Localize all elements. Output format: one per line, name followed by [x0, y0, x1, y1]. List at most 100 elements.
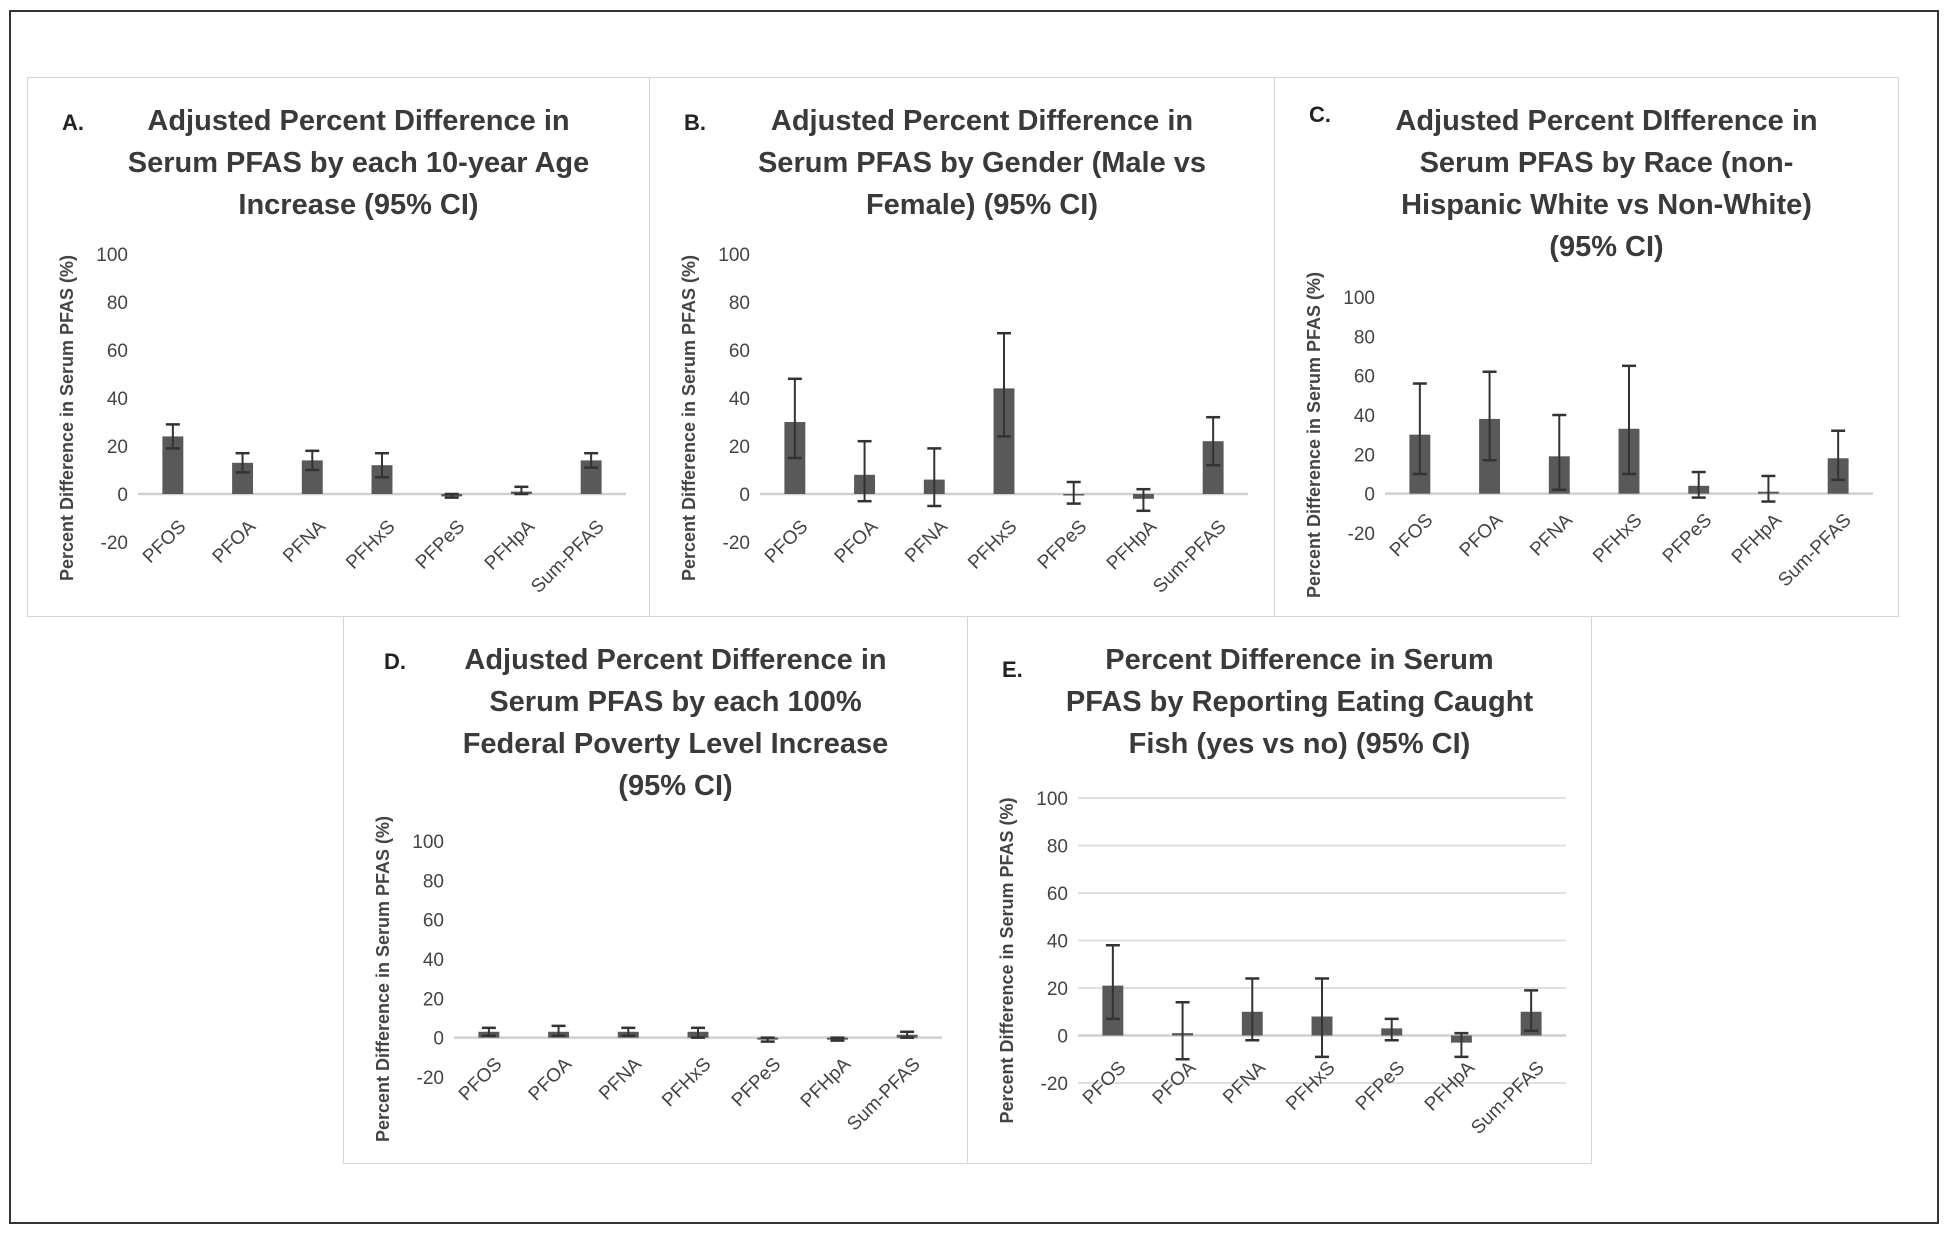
title-line: Federal Poverty Level Increase — [462, 728, 889, 760]
y-tick-label: 100 — [412, 832, 444, 853]
y-tick-label: 80 — [1047, 837, 1068, 858]
y-tick-label: 60 — [1047, 884, 1068, 905]
bar-pfoa — [232, 462, 254, 494]
x-tick-label: PFHxS — [1282, 1057, 1339, 1114]
title-line: (95% CI) — [618, 770, 733, 802]
chart-title: Adjusted Percent Difference in Serum PFAS… — [404, 639, 947, 807]
y-tick-label: 40 — [1047, 932, 1068, 953]
bar-pfhxs — [993, 388, 1015, 494]
y-tick-label: 20 — [1047, 979, 1068, 1000]
x-tick-label: PFOA — [1456, 510, 1508, 562]
y-tick-label: 100 — [718, 245, 750, 266]
title-line: Serum PFAS by Gender (Male vs — [757, 147, 1207, 179]
chart-svg: 100 80 60 40 20 0 -20 Percent Difference in Ser… — [679, 245, 1248, 598]
y-tick-label: -20 — [1041, 1074, 1068, 1095]
x-tick-label: Sum-PFAS — [1149, 516, 1230, 597]
panel-letter: E. — [1002, 657, 1023, 682]
y-axis-label: Percent Difference in Serum PFAS (%) — [57, 255, 77, 581]
x-tick-label: PFOS — [455, 1054, 506, 1105]
y-axis-label: Percent Difference in Serum PFAS (%) — [679, 255, 699, 581]
y-tick-label: -20 — [101, 533, 128, 554]
title-line: Female) (95% CI) — [865, 189, 1099, 221]
x-tick-label: PFOA — [525, 1054, 577, 1106]
title-line: Adjusted Percent DIfference in — [1395, 105, 1818, 137]
y-axis-label: Percent Difference in Serum PFAS (%) — [997, 797, 1017, 1123]
chart-svg: 100 80 60 40 20 0 -20 Percent Difference in Ser… — [373, 816, 942, 1142]
y-tick-label: 100 — [96, 245, 128, 266]
panel-letter: C. — [1309, 102, 1331, 127]
title-line: Serum PFAS by Race (non- — [1419, 147, 1794, 179]
y-tick-label: 60 — [107, 341, 128, 362]
x-tick-label: Sum-PFAS — [527, 516, 608, 597]
title-line: Fish (yes vs no) (95% CI) — [1128, 728, 1471, 760]
y-tick-label: 20 — [729, 437, 750, 458]
x-tick-label: PFHpA — [797, 1054, 855, 1112]
y-tick-label: 80 — [107, 293, 128, 314]
chart-title: Percent Difference in Serum PFAS by Repor… — [1028, 639, 1571, 765]
title-line: Adjusted Percent Difference in — [770, 105, 1194, 137]
x-tick-label: PFHxS — [964, 516, 1021, 573]
title-line: Adjusted Percent Difference in — [147, 105, 570, 137]
y-tick-label: 40 — [423, 950, 444, 971]
x-tick-label: PFNA — [901, 516, 952, 567]
y-tick-label: 40 — [107, 389, 128, 410]
panel-c-race: C. Adjusted Percent DIfference in Serum PF… — [1274, 77, 1899, 617]
title-line: Serum PFAS by each 10-year Age — [127, 147, 590, 179]
y-tick-label: -20 — [723, 533, 750, 554]
y-axis-label: Percent Difference in Serum PFAS (%) — [373, 816, 393, 1142]
x-tick-label: PFHpA — [1728, 510, 1786, 568]
x-tick-label: PFHxS — [1589, 510, 1646, 567]
x-tick-label: PFPeS — [1034, 516, 1091, 573]
chart-title: Adjusted Percent Difference in Serum PFAS… — [88, 100, 629, 226]
title-line: (95% CI) — [1549, 231, 1664, 263]
x-tick-label: Sum-PFAS — [1774, 510, 1855, 591]
y-tick-label: 80 — [1354, 327, 1375, 348]
chart-title: Adjusted Percent DIfference in Serum PFAS… — [1335, 100, 1878, 268]
panel-letter: D. — [384, 649, 406, 674]
title-line: PFAS by Reporting Eating Caught — [1065, 686, 1534, 718]
x-tick-label: PFOA — [831, 516, 883, 568]
y-tick-label: 20 — [423, 989, 444, 1010]
panel-a-age: A. Adjusted Percent Difference in Serum PF… — [27, 77, 650, 617]
y-tick-label: 20 — [1354, 445, 1375, 466]
y-tick-label: 80 — [729, 293, 750, 314]
x-tick-label: PFOS — [1386, 510, 1437, 561]
y-tick-label: 100 — [1343, 288, 1375, 309]
y-tick-label: 100 — [1036, 789, 1068, 810]
x-tick-label: PFOS — [761, 516, 812, 567]
y-tick-label: 0 — [117, 485, 128, 506]
x-tick-label: PFPeS — [412, 516, 469, 573]
bar-pfhxs — [371, 465, 393, 494]
y-tick-label: 40 — [1354, 406, 1375, 427]
x-tick-label: Sum-PFAS — [843, 1054, 924, 1135]
y-tick-label: 0 — [433, 1029, 444, 1050]
title-line: Percent Difference in Serum — [1105, 644, 1494, 676]
bar-sum-pfas — [1202, 441, 1224, 494]
chart-title: Adjusted Percent Difference in Serum PFAS… — [710, 100, 1254, 226]
x-tick-label: PFHpA — [481, 516, 539, 574]
y-tick-label: 0 — [739, 485, 750, 506]
panel-letter: B. — [684, 110, 706, 135]
x-tick-label: PFPeS — [1352, 1057, 1409, 1114]
y-tick-label: -20 — [417, 1068, 444, 1089]
x-tick-label: PFNA — [595, 1054, 646, 1105]
y-tick-label: 40 — [729, 389, 750, 410]
x-tick-label: PFNA — [279, 516, 330, 567]
title-line: Adjusted Percent Difference in — [464, 644, 887, 676]
chart-svg: 100 80 60 40 20 0 -20 Percent Difference in Ser… — [57, 245, 626, 598]
x-tick-label: PFHpA — [1421, 1057, 1479, 1115]
panel-letter: A. — [62, 110, 84, 135]
title-line: Increase (95% CI) — [238, 189, 479, 221]
x-tick-label: PFOS — [139, 516, 190, 567]
chart-svg: 100 80 60 40 20 0 -20 Percent Difference in Ser… — [1304, 272, 1873, 598]
x-tick-label: PFHpA — [1103, 516, 1161, 574]
x-tick-label: PFPeS — [728, 1054, 785, 1111]
y-tick-label: 60 — [423, 911, 444, 932]
panel-b-gender: B. Adjusted Percent Difference in Serum PF… — [649, 77, 1275, 617]
x-tick-label: PFHxS — [658, 1054, 715, 1111]
y-tick-label: -20 — [1348, 524, 1375, 545]
y-axis-label: Percent Difference in Serum PFAS (%) — [1304, 272, 1324, 598]
title-line: Serum PFAS by each 100% — [489, 686, 862, 718]
x-tick-label: PFHxS — [342, 516, 399, 573]
title-line: Hispanic White vs Non-White) — [1401, 189, 1812, 221]
